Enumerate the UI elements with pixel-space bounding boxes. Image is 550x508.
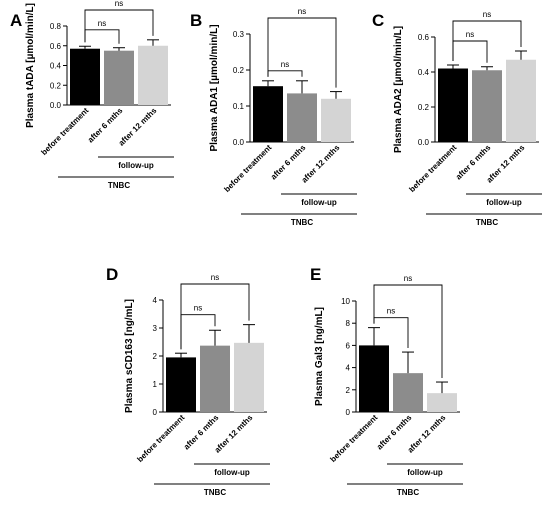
followup-group-label: follow-up bbox=[486, 198, 522, 207]
significance-label: ns bbox=[404, 274, 412, 283]
significance-bracket bbox=[373, 317, 409, 349]
bar-1 bbox=[253, 86, 283, 142]
significance-bracket bbox=[373, 284, 443, 379]
y-tick-label: 4 bbox=[153, 296, 158, 305]
significance-label: ns bbox=[194, 304, 202, 313]
panel-e: E 0 2 4 6 8 10 Plasma Gal3 [ng/mL] ns ns before tr… bbox=[310, 265, 463, 497]
y-tick-label: 10 bbox=[341, 297, 350, 306]
significance-label: ns bbox=[387, 307, 395, 316]
y-tick-label: 0.0 bbox=[233, 138, 245, 147]
y-tick-label: 2 bbox=[153, 352, 158, 361]
tnbc-group-label: TNBC bbox=[476, 218, 498, 227]
followup-group-label: follow-up bbox=[214, 468, 250, 477]
bar-1 bbox=[70, 48, 100, 105]
followup-group-label: follow-up bbox=[407, 468, 443, 477]
category-label: before treatment bbox=[135, 413, 186, 464]
panel-letter: B bbox=[190, 11, 202, 30]
y-tick-label: 4 bbox=[346, 364, 351, 373]
bar-3 bbox=[138, 45, 168, 105]
category-label: before treatment bbox=[407, 143, 458, 194]
y-tick-label: 0.0 bbox=[50, 101, 62, 110]
y-tick-label: 0 bbox=[346, 408, 351, 417]
significance-label: ns bbox=[115, 0, 123, 8]
tnbc-group-label: TNBC bbox=[291, 218, 313, 227]
tnbc-group-label: TNBC bbox=[204, 488, 226, 497]
significance-bracket bbox=[84, 9, 154, 43]
y-tick-label: 0.1 bbox=[233, 102, 245, 111]
bar-2 bbox=[472, 70, 502, 142]
bar-2 bbox=[393, 373, 423, 412]
significance-bracket bbox=[180, 283, 250, 350]
bar-3 bbox=[427, 393, 457, 412]
bar-1 bbox=[438, 68, 468, 142]
y-tick-label: 0.4 bbox=[418, 68, 430, 77]
bar-2 bbox=[200, 345, 230, 412]
panel-letter: C bbox=[372, 11, 384, 30]
bar-1 bbox=[359, 345, 389, 412]
y-axis-label: Plasma Gal3 [ng/mL] bbox=[314, 307, 325, 406]
y-tick-label: 0.6 bbox=[50, 42, 62, 51]
significance-bracket bbox=[267, 17, 337, 88]
significance-label: ns bbox=[298, 7, 306, 16]
tnbc-group-label: TNBC bbox=[108, 181, 130, 190]
category-label: before treatment bbox=[39, 106, 90, 157]
significance-label: ns bbox=[466, 30, 474, 39]
y-tick-label: 0.2 bbox=[50, 81, 62, 90]
tnbc-group-label: TNBC bbox=[397, 488, 419, 497]
significance-label: ns bbox=[483, 10, 491, 19]
bar-3 bbox=[234, 342, 264, 412]
panel-letter: D bbox=[106, 265, 118, 284]
y-tick-label: 2 bbox=[346, 386, 351, 395]
y-tick-label: 0.4 bbox=[50, 62, 62, 71]
bar-2 bbox=[287, 93, 317, 142]
bar-1 bbox=[166, 357, 196, 412]
y-tick-label: 0.2 bbox=[418, 103, 430, 112]
significance-bracket bbox=[84, 29, 120, 44]
bar-3 bbox=[321, 98, 351, 142]
significance-label: ns bbox=[211, 273, 219, 282]
y-tick-label: 0 bbox=[153, 408, 158, 417]
category-label: before treatment bbox=[222, 143, 273, 194]
bar-3 bbox=[506, 59, 536, 142]
bar-2 bbox=[104, 50, 134, 105]
panel-letter: A bbox=[10, 11, 22, 30]
significance-bracket bbox=[267, 70, 303, 77]
significance-label: ns bbox=[98, 19, 106, 28]
significance-bracket bbox=[452, 40, 488, 63]
y-axis-label: Plasma sCD163 [ng/mL] bbox=[124, 299, 135, 413]
y-tick-label: 8 bbox=[346, 319, 351, 328]
significance-bracket bbox=[180, 314, 216, 350]
y-tick-label: 6 bbox=[346, 341, 351, 350]
y-axis-label: Plasma ADA1 [µmol/min/L] bbox=[209, 24, 220, 151]
y-tick-label: 0.3 bbox=[233, 30, 245, 39]
followup-group-label: follow-up bbox=[118, 161, 154, 170]
panel-b: B 0.0 0.1 0.2 0.3 Plasma ADA1 [µmol/min/L] ns n… bbox=[190, 7, 357, 227]
y-tick-label: 3 bbox=[153, 324, 158, 333]
y-tick-label: 0.0 bbox=[418, 138, 430, 147]
y-tick-label: 0.6 bbox=[418, 33, 430, 42]
y-tick-label: 0.8 bbox=[50, 22, 62, 31]
y-axis-label: Plasma ADA2 [µmol/min/L] bbox=[393, 26, 404, 153]
significance-label: ns bbox=[281, 60, 289, 69]
significance-bracket bbox=[452, 20, 522, 61]
panel-a: A 0.0 0.2 0.4 0.6 0.8 Plasma tADA [µmol/min/L]… bbox=[10, 0, 174, 190]
y-tick-label: 1 bbox=[153, 380, 158, 389]
panel-c: C 0.0 0.2 0.4 0.6 Plasma ADA2 [µmol/min/L] ns n… bbox=[372, 10, 542, 227]
panel-d: D 0 1 2 3 4 Plasma sCD163 [ng/mL] ns ns before tr… bbox=[106, 265, 270, 497]
y-tick-label: 0.2 bbox=[233, 66, 245, 75]
followup-group-label: follow-up bbox=[301, 198, 337, 207]
panel-letter: E bbox=[310, 265, 321, 284]
category-label: before treatment bbox=[328, 413, 379, 464]
y-axis-label: Plasma tADA [µmol/min/L] bbox=[25, 3, 36, 128]
